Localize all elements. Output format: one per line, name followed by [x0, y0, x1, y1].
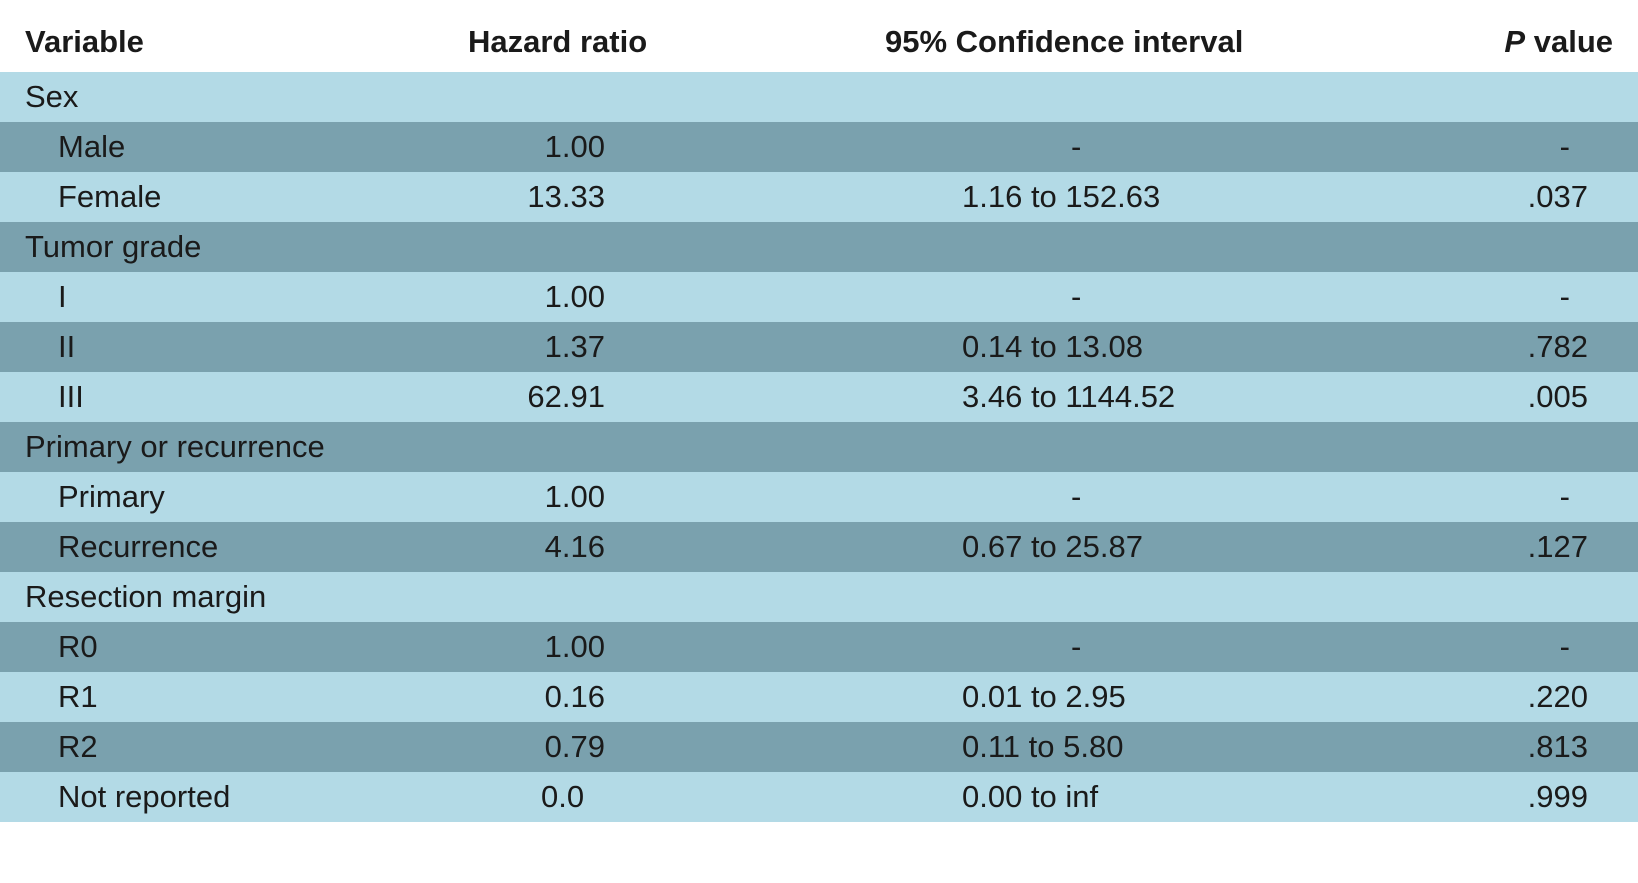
row-label: Not reported — [58, 779, 231, 814]
p-value: .220 — [1527, 679, 1588, 714]
row-label: Male — [58, 129, 126, 164]
row-label: R2 — [58, 729, 98, 764]
header-p-value: P value — [1504, 22, 1613, 62]
hazard-ratio-value: 1.00 — [544, 629, 605, 664]
hazard-ratio-value: 1.00 — [544, 129, 605, 164]
p-value: .782 — [1527, 329, 1588, 364]
confidence-interval-value: - — [1071, 129, 1082, 164]
table-row: Primary or recurrence — [0, 422, 1638, 472]
row-label: Tumor grade — [25, 229, 202, 264]
confidence-interval-value: 0.11 to 5.80 — [962, 729, 1124, 764]
hazard-ratio-value: 13.33 — [527, 179, 605, 214]
table-row: R2 0.79 0.11 to 5.80 .813 — [0, 722, 1638, 772]
row-label: Sex — [25, 79, 79, 114]
row-label: R0 — [58, 629, 98, 664]
p-value: - — [1559, 629, 1570, 664]
table-row: Not reported 0.0 0.00 to inf .999 — [0, 772, 1638, 822]
p-value: .999 — [1527, 779, 1588, 814]
confidence-interval-value: 0.01 to 2.95 — [962, 679, 1126, 714]
p-value: .127 — [1527, 529, 1588, 564]
table-row: Primary 1.00 - - — [0, 472, 1638, 522]
table-row: R0 1.00 - - — [0, 622, 1638, 672]
p-value: - — [1559, 479, 1570, 514]
p-value: .813 — [1527, 729, 1588, 764]
table-row: Resection margin — [0, 572, 1638, 622]
header-p-suffix: value — [1525, 24, 1613, 59]
table-row: Sex — [0, 72, 1638, 122]
row-label: III — [58, 379, 84, 414]
table-row: Tumor grade — [0, 222, 1638, 272]
row-label: I — [58, 279, 67, 314]
confidence-interval-value: - — [1071, 629, 1082, 664]
hazard-ratio-value: 0.0 — [541, 779, 585, 814]
table-row: III 62.91 3.46 to 1144.52 .005 — [0, 372, 1638, 422]
p-value: .005 — [1527, 379, 1588, 414]
header-confidence-interval: 95% Confidence interval — [885, 24, 1244, 59]
hazard-ratio-value: 1.00 — [544, 279, 605, 314]
hazard-ratio-value: 0.79 — [544, 729, 605, 764]
table-row: Male 1.00 - - — [0, 122, 1638, 172]
confidence-interval-value: 0.00 to inf — [962, 779, 1099, 814]
row-label: Primary or recurrence — [25, 429, 325, 464]
row-label: Primary — [58, 479, 165, 514]
header-variable: Variable — [25, 24, 144, 59]
hazard-ratio-value: 0.16 — [544, 679, 605, 714]
table-row: I 1.00 - - — [0, 272, 1638, 322]
hazard-ratio-value: 1.37 — [544, 329, 605, 364]
table-header: Variable Hazard ratio 95% Confidence int… — [0, 0, 1638, 72]
row-label: R1 — [58, 679, 98, 714]
p-value: - — [1559, 279, 1570, 314]
confidence-interval-value: 0.67 to 25.87 — [962, 529, 1143, 564]
confidence-interval-value: 0.14 to 13.08 — [962, 329, 1143, 364]
hazard-ratio-value: 4.16 — [544, 529, 605, 564]
table-row: Recurrence 4.16 0.67 to 25.87 .127 — [0, 522, 1638, 572]
header-hazard-ratio: Hazard ratio — [468, 24, 648, 59]
table-row: R1 0.16 0.01 to 2.95 .220 — [0, 672, 1638, 722]
row-label: Recurrence — [58, 529, 219, 564]
confidence-interval-value: 1.16 to 152.63 — [962, 179, 1161, 214]
confidence-interval-value: 3.46 to 1144.52 — [962, 379, 1176, 414]
row-label: Female — [58, 179, 162, 214]
row-label: II — [58, 329, 76, 364]
table-row: II 1.37 0.14 to 13.08 .782 — [0, 322, 1638, 372]
table-body: Sex Male 1.00 - - Female 13.33 1.16 to 1… — [0, 72, 1638, 822]
hazard-ratio-value: 62.91 — [527, 379, 605, 414]
p-value: .037 — [1527, 179, 1588, 214]
row-label: Resection margin — [25, 579, 267, 614]
header-p-letter: P — [1504, 24, 1526, 59]
p-value: - — [1559, 129, 1570, 164]
table-row: Female 13.33 1.16 to 152.63 .037 — [0, 172, 1638, 222]
hazard-ratio-value: 1.00 — [544, 479, 605, 514]
hazard-ratio-table: Variable Hazard ratio 95% Confidence int… — [0, 0, 1638, 822]
confidence-interval-value: - — [1071, 479, 1082, 514]
confidence-interval-value: - — [1071, 279, 1082, 314]
